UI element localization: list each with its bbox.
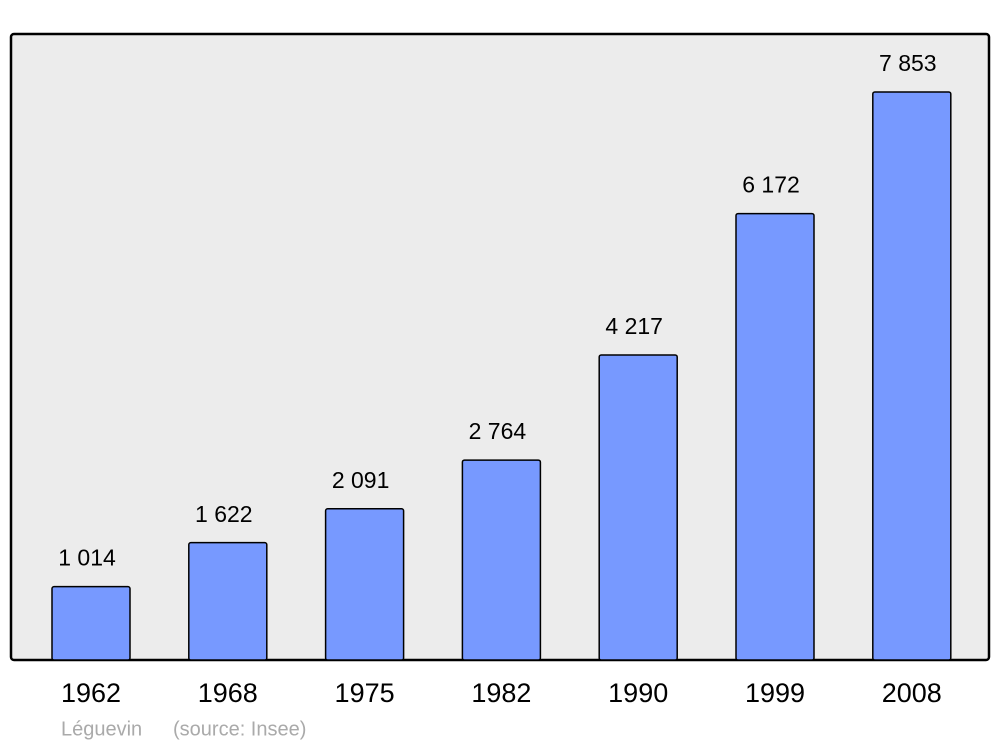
- bar: [735, 212, 815, 661]
- chart-title: Léguevin: [61, 718, 142, 740]
- bar: [872, 91, 952, 661]
- bar: [324, 508, 405, 661]
- x-tick-label: 1968: [198, 678, 258, 708]
- x-tick-label: 1975: [335, 678, 395, 708]
- value-label: 1 014: [58, 545, 116, 571]
- source: (source: Insee): [173, 718, 306, 740]
- bar: [461, 459, 542, 661]
- value-label: 7 853: [879, 50, 937, 76]
- x-tick-label: 2008: [882, 678, 942, 708]
- value-label: 2 091: [332, 467, 390, 493]
- value-label: 1 622: [195, 501, 253, 527]
- x-tick-label: 1999: [745, 678, 805, 708]
- value-label: 4 217: [605, 313, 663, 339]
- bar: [51, 585, 131, 661]
- value-label: 6 172: [742, 172, 800, 198]
- bar: [188, 541, 268, 661]
- x-tick-label: 1982: [471, 678, 531, 708]
- x-tick-label: 1962: [61, 678, 121, 708]
- value-label: 2 764: [469, 418, 527, 444]
- x-tick-label: 1990: [608, 678, 668, 708]
- bar: [598, 354, 678, 661]
